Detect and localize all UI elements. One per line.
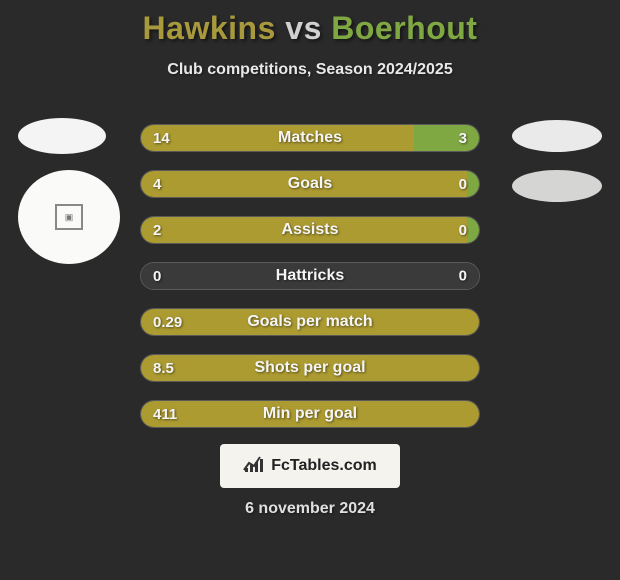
stat-bar: 14 3 Matches bbox=[140, 124, 480, 152]
stat-bar: 8.5 Shots per goal bbox=[140, 354, 480, 382]
player2-logo-icon bbox=[512, 120, 602, 152]
page-title: Hawkins vs Boerhout bbox=[0, 10, 620, 47]
bar-label: Assists bbox=[282, 221, 339, 239]
bar-value-right: 3 bbox=[459, 130, 467, 147]
bar-segment-right: 3 bbox=[414, 125, 479, 151]
stat-bar: 2 0 Assists bbox=[140, 216, 480, 244]
right-icons bbox=[512, 120, 602, 202]
stat-bar: 0 0 Hattricks bbox=[140, 262, 480, 290]
footer-logo-text: FcTables.com bbox=[271, 457, 377, 475]
footer-logo: FcTables.com bbox=[220, 444, 400, 488]
header: Hawkins vs Boerhout Club competitions, S… bbox=[0, 0, 620, 79]
chart-icon bbox=[243, 455, 265, 478]
bar-value-left: 0.29 bbox=[153, 314, 182, 331]
bar-label: Shots per goal bbox=[254, 359, 365, 377]
player2-name: Boerhout bbox=[331, 10, 477, 46]
bar-label: Min per goal bbox=[263, 405, 357, 423]
vs-text: vs bbox=[285, 10, 322, 46]
bar-label: Goals bbox=[288, 175, 332, 193]
bar-value-right: 0 bbox=[459, 268, 467, 285]
bar-value-left: 411 bbox=[153, 406, 177, 423]
left-icons: ▣ bbox=[18, 118, 120, 264]
bar-segment-right: 0 bbox=[467, 171, 479, 197]
date-text: 6 november 2024 bbox=[245, 500, 375, 518]
bar-value-left: 14 bbox=[153, 130, 170, 147]
bar-label: Matches bbox=[278, 129, 342, 147]
bar-value-left: 8.5 bbox=[153, 360, 174, 377]
badge-placeholder-icon: ▣ bbox=[55, 204, 83, 230]
bar-value-right: 0 bbox=[459, 176, 467, 193]
stat-bar: 4 0 Goals bbox=[140, 170, 480, 198]
bar-value-left: 4 bbox=[153, 176, 161, 193]
subtitle: Club competitions, Season 2024/2025 bbox=[0, 61, 620, 79]
player1-badge-icon: ▣ bbox=[18, 170, 120, 264]
stat-bar: 0.29 Goals per match bbox=[140, 308, 480, 336]
bar-value-left: 2 bbox=[153, 222, 161, 239]
bar-label: Goals per match bbox=[247, 313, 372, 331]
player2-badge-icon bbox=[512, 170, 602, 202]
player1-logo-icon bbox=[18, 118, 106, 154]
bar-segment-right: 0 bbox=[467, 217, 479, 243]
bar-value-left: 0 bbox=[141, 268, 161, 285]
bar-value-right: 0 bbox=[459, 222, 467, 239]
player1-name: Hawkins bbox=[143, 10, 276, 46]
stat-bars: 143Matches40Goals20Assists00Hattricks0.2… bbox=[140, 124, 480, 446]
stat-bar: 411 Min per goal bbox=[140, 400, 480, 428]
bar-label: Hattricks bbox=[276, 267, 344, 285]
